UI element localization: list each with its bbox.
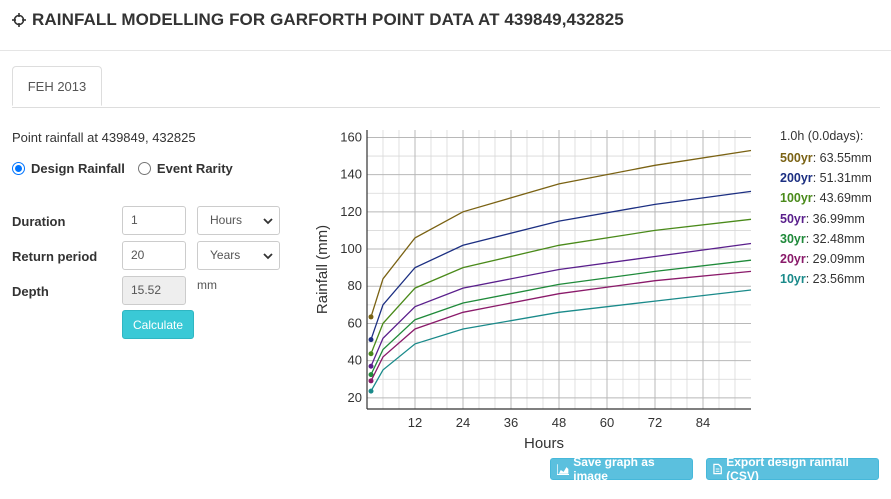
series-point-30yr <box>368 372 374 378</box>
x-tick-label: 24 <box>456 415 470 430</box>
legend-item: 100yr: 43.69mm <box>780 188 872 208</box>
series-line-200yr <box>370 190 752 340</box>
chevron-down-icon <box>263 218 273 225</box>
legend-item: 10yr: 23.56mm <box>780 269 872 289</box>
series-line-10yr <box>370 289 752 392</box>
y-tick-label: 140 <box>340 167 362 182</box>
depth-label: Depth <box>12 284 49 299</box>
rainfall-chart: 12 24 36 48 60 72 84 20 40 60 80 100 120 140 160 Hours R… <box>314 129 752 452</box>
x-tick-label: 84 <box>696 415 710 430</box>
export-csv-button[interactable]: Export design rainfall (CSV) <box>706 455 879 483</box>
legend-series-name: 200yr <box>780 171 813 186</box>
chevron-down-icon <box>263 253 273 260</box>
legend-series-value: : 63.55mm <box>812 151 872 165</box>
x-tick-label: 60 <box>600 415 614 430</box>
design-rainfall-radio[interactable] <box>12 162 25 175</box>
calculate-button[interactable]: Calculate <box>122 310 194 339</box>
series-line-20yr <box>370 270 752 382</box>
depth-unit: mm <box>197 278 217 292</box>
duration-unit-select[interactable]: Hours <box>197 206 280 235</box>
y-tick-label: 40 <box>348 353 362 368</box>
chart-legend: 1.0h (0.0days): 500yr: 63.55mm 200yr: 51.… <box>780 129 872 289</box>
legend-item: 50yr: 36.99mm <box>780 209 872 229</box>
duration-unit-value: Hours <box>210 213 243 227</box>
series-line-500yr <box>370 149 752 318</box>
legend-series-value: : 23.56mm <box>805 272 865 287</box>
y-tick-label: 120 <box>340 204 362 219</box>
depth-output: 15.52 <box>122 276 186 305</box>
save-graph-button[interactable]: Save graph as image <box>550 455 693 483</box>
page-title: RAINFALL MODELLING FOR GARFORTH POINT DA… <box>12 10 624 30</box>
return-period-label: Return period <box>12 249 98 264</box>
series-point-10yr <box>368 388 374 394</box>
legend-series-name: 100yr <box>780 191 813 206</box>
event-rarity-label[interactable]: Event Rarity <box>156 161 233 176</box>
legend-series-value: : 51.31mm <box>812 171 872 186</box>
series-point-200yr <box>368 337 374 343</box>
series-point-20yr <box>368 378 374 384</box>
point-rainfall-label: Point rainfall at 439849, 432825 <box>12 130 196 145</box>
series-line-100yr <box>370 218 752 355</box>
series-point-100yr <box>368 351 374 357</box>
event-rarity-radio[interactable] <box>137 162 151 175</box>
legend-series-name: 30yr <box>780 231 806 246</box>
series-line-30yr <box>370 259 752 375</box>
x-tick-label: 48 <box>552 415 566 430</box>
tab-feh-2013[interactable]: FEH 2013 <box>12 66 102 106</box>
save-graph-label: Save graph as image <box>573 455 655 483</box>
legend-item: 30yr: 32.48mm <box>780 229 872 249</box>
series-line-50yr <box>370 242 752 367</box>
x-tick-label: 72 <box>648 415 662 430</box>
export-csv-label: Export design rainfall (CSV) <box>726 455 849 483</box>
return-period-unit-select[interactable]: Years <box>197 241 280 270</box>
duration-input[interactable]: 1 <box>122 206 186 235</box>
legend-item: 200yr: 51.31mm <box>780 168 872 188</box>
x-tick-label: 36 <box>504 415 518 430</box>
legend-item: 20yr: 29.09mm <box>780 249 872 269</box>
return-period-unit-value: Years <box>210 248 241 262</box>
tab-bar: FEH 2013 <box>12 66 880 108</box>
duration-label: Duration <box>12 214 66 229</box>
design-rainfall-label[interactable]: Design Rainfall <box>31 161 125 176</box>
legend-series-value: : 32.48mm <box>805 231 865 246</box>
y-axis-title: Rainfall (mm) <box>314 225 331 314</box>
legend-series-name: 10yr <box>780 272 806 287</box>
legend-series-value: : 36.99mm <box>805 211 865 226</box>
y-tick-label: 80 <box>348 278 362 293</box>
mode-radio-group: Design Rainfall Event Rarity <box>12 161 233 176</box>
return-period-input[interactable]: 20 <box>122 241 186 270</box>
page-header: RAINFALL MODELLING FOR GARFORTH POINT DA… <box>0 0 891 51</box>
legend-series-name: 20yr <box>780 251 806 266</box>
legend-item: 500yr: 63.55mm <box>780 148 872 168</box>
legend-heading: 1.0h (0.0days): <box>780 129 864 143</box>
file-icon <box>713 463 722 475</box>
y-tick-label: 100 <box>340 241 362 256</box>
legend-series-name: 500yr <box>780 151 813 165</box>
y-tick-label: 60 <box>348 315 362 330</box>
y-tick-label: 20 <box>348 390 362 405</box>
legend-series-name: 50yr <box>780 211 806 226</box>
area-chart-icon <box>557 463 570 475</box>
series-point-50yr <box>368 363 374 369</box>
y-tick-label: 160 <box>340 129 362 144</box>
legend-series-value: : 29.09mm <box>805 251 865 266</box>
x-axis-title: Hours <box>524 435 564 452</box>
legend-series-value: : 43.69mm <box>812 191 872 206</box>
x-tick-label: 12 <box>408 415 422 430</box>
series-point-500yr <box>368 314 374 320</box>
page-title-text: RAINFALL MODELLING FOR GARFORTH POINT DA… <box>32 10 624 29</box>
crosshair-icon <box>12 13 26 27</box>
